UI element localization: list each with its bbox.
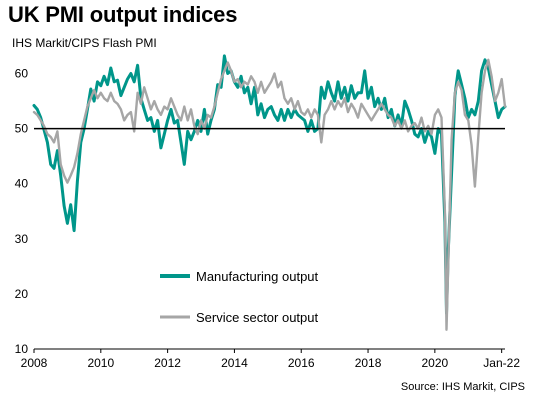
- x-tick-label: 2014: [221, 356, 248, 370]
- series-group: [32, 54, 507, 331]
- y-tick-label: 10: [15, 342, 29, 356]
- x-tick-label: 2016: [288, 356, 315, 370]
- x-tick-label: 2018: [355, 356, 382, 370]
- x-tick-label: 2008: [21, 356, 48, 370]
- x-tick-label: 2010: [87, 356, 114, 370]
- series-line-manufacturing-output: [32, 54, 507, 315]
- legend-label: Service sector output: [196, 310, 319, 325]
- x-tick-label: 2012: [154, 356, 181, 370]
- series-line-service-sector-output: [32, 58, 507, 331]
- x-tick-label: 2020: [421, 356, 448, 370]
- source-note: Source: IHS Markit, CIPS: [400, 381, 525, 393]
- chart-subtitle: IHS Markit/CIPS Flash PMI: [12, 36, 157, 50]
- chart-title: UK PMI output indices: [8, 2, 238, 27]
- x-tick-label: Jan-22: [483, 356, 520, 370]
- y-tick-label: 50: [15, 122, 29, 136]
- y-tick-label: 60: [15, 67, 29, 81]
- y-tick-label: 40: [15, 177, 29, 191]
- y-tick-label: 20: [15, 287, 29, 301]
- legend-label: Manufacturing output: [196, 269, 319, 284]
- axes-group: 10 20 30 40 50 60 2008 2010 2012 2014 2016 2018 2020…: [15, 67, 521, 370]
- y-tick-label: 30: [15, 232, 29, 246]
- legend: Manufacturing output Service sector outpu…: [160, 269, 319, 325]
